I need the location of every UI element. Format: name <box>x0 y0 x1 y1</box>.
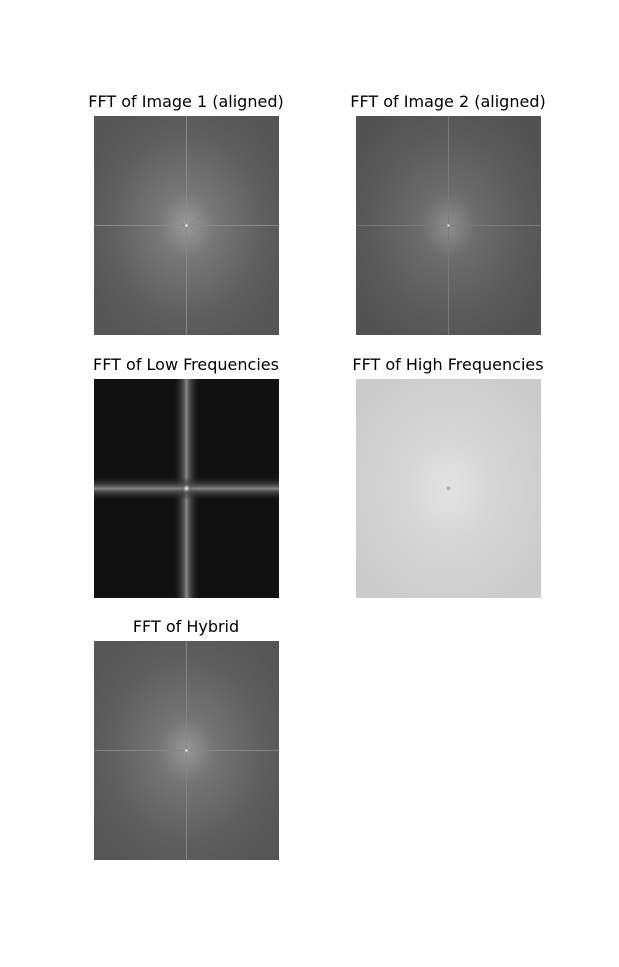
fft-low-frequencies-panel: FFT of Low Frequencies <box>68 355 304 598</box>
fft-hybrid-spectrum <box>94 641 279 860</box>
fft-low-frequencies-title: FFT of Low Frequencies <box>93 355 279 374</box>
fft-image2-panel: FFT of Image 2 (aligned) <box>330 92 566 335</box>
fft-high-frequencies-spectrum <box>356 379 541 598</box>
fft-image2-title: FFT of Image 2 (aligned) <box>350 92 546 111</box>
fft-image1-spectrum <box>94 116 279 335</box>
fft-hybrid-panel: FFT of Hybrid <box>68 617 304 860</box>
fft-hybrid-title: FFT of Hybrid <box>132 617 240 636</box>
fft-high-frequencies-title: FFT of High Frequencies <box>352 355 544 374</box>
fft-image1-panel: FFT of Image 1 (aligned) <box>68 92 304 335</box>
fft-high-frequencies-panel: FFT of High Frequencies <box>330 355 566 598</box>
fft-image1-title: FFT of Image 1 (aligned) <box>88 92 284 111</box>
fft-low-frequencies-spectrum <box>94 379 279 598</box>
fft-image2-spectrum <box>356 116 541 335</box>
